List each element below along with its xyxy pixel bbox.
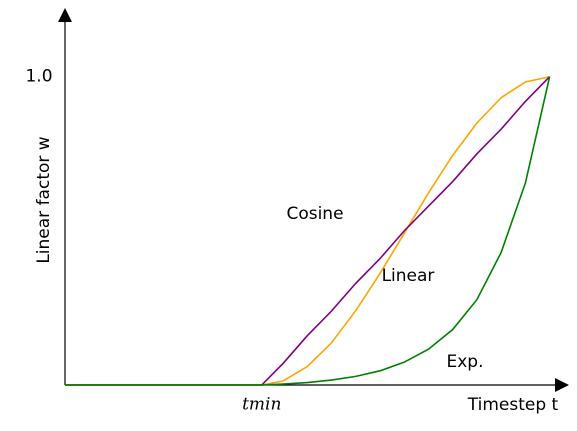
y-axis-arrow <box>58 8 72 22</box>
x-axis-arrow <box>555 378 569 392</box>
curve <box>65 76 551 386</box>
y-axis-label: Linear factor w <box>34 136 54 263</box>
y-tick-label: 1.0 <box>25 67 52 87</box>
x-tick-label: tmin <box>242 395 281 415</box>
series-label: Exp. <box>447 352 484 372</box>
series-label: Linear <box>382 266 435 286</box>
series-label: Cosine <box>286 204 343 224</box>
curve <box>65 76 551 386</box>
curve <box>65 75 550 386</box>
x-axis-label: Timestep t <box>467 395 559 415</box>
